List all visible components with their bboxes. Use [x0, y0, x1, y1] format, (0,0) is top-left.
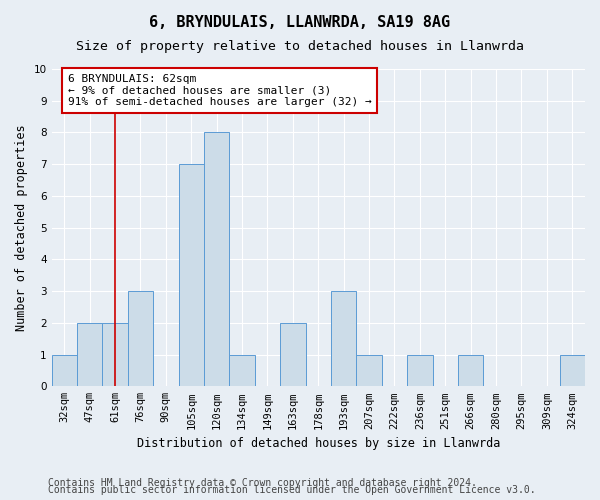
Bar	[179, 164, 204, 386]
Bar	[407, 354, 433, 386]
Y-axis label: Number of detached properties: Number of detached properties	[15, 124, 28, 331]
Bar	[331, 291, 356, 386]
Text: Contains public sector information licensed under the Open Government Licence v3: Contains public sector information licen…	[48, 485, 536, 495]
Bar	[77, 323, 103, 386]
Bar	[128, 291, 153, 386]
Bar	[52, 354, 77, 386]
Bar	[204, 132, 229, 386]
Text: Size of property relative to detached houses in Llanwrda: Size of property relative to detached ho…	[76, 40, 524, 53]
Bar	[560, 354, 585, 386]
Text: Contains HM Land Registry data © Crown copyright and database right 2024.: Contains HM Land Registry data © Crown c…	[48, 478, 477, 488]
Bar	[356, 354, 382, 386]
X-axis label: Distribution of detached houses by size in Llanwrda: Distribution of detached houses by size …	[137, 437, 500, 450]
Text: 6 BRYNDULAIS: 62sqm
← 9% of detached houses are smaller (3)
91% of semi-detached: 6 BRYNDULAIS: 62sqm ← 9% of detached hou…	[68, 74, 372, 107]
Text: 6, BRYNDULAIS, LLANWRDA, SA19 8AG: 6, BRYNDULAIS, LLANWRDA, SA19 8AG	[149, 15, 451, 30]
Bar	[103, 323, 128, 386]
Bar	[458, 354, 484, 386]
Bar	[229, 354, 255, 386]
Bar	[280, 323, 305, 386]
